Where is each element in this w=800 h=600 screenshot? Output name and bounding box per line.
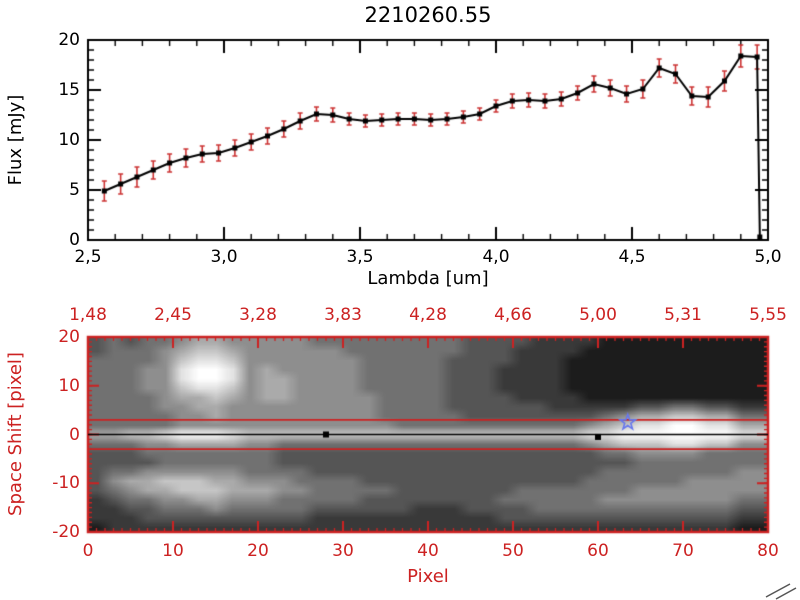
plot2-x-tick-60: 60	[587, 541, 609, 561]
plot2-y-tick-10: 10	[58, 376, 80, 396]
plot1-x-tick-4p5: 4,5	[618, 247, 646, 267]
plot1-x-tick-2p5: 2,5	[74, 247, 102, 267]
plot2-x-tick-70: 70	[672, 541, 694, 561]
plot2-top-tick-6: 5,00	[579, 305, 617, 325]
plot2-top-tick-0: 1,48	[69, 305, 107, 325]
plot1-y-tick-5: 5	[69, 180, 80, 200]
plot2-top-tick-3: 3,83	[324, 305, 362, 325]
plot2-top-tick-8: 5,55	[749, 305, 787, 325]
plot1-x-tick-5p0: 5,0	[754, 247, 782, 267]
plot2-x-tick-80: 80	[757, 541, 779, 561]
plot1-x-tick-3p0: 3,0	[210, 247, 238, 267]
plot1-y-tick-10: 10	[58, 130, 80, 150]
plot1-ylabel: Flux [mJy]	[5, 94, 26, 186]
plot1-y-tick-0: 0	[69, 230, 80, 250]
plot1-xlabel: Lambda [um]	[367, 268, 489, 289]
plot2-y-tick-m10: -10	[52, 473, 80, 493]
plot1-x-tick-4p0: 4,0	[482, 247, 510, 267]
plot2-top-tick-4: 4,28	[409, 305, 447, 325]
plot1-title: 2210260.55	[364, 3, 492, 27]
plot2-y-tick-m20: -20	[52, 522, 80, 542]
plot1-x-tick-3p5: 3,5	[346, 247, 374, 267]
plot2-x-tick-40: 40	[417, 541, 439, 561]
page-corner-mark	[765, 583, 797, 600]
plot1-y-tick-15: 15	[58, 80, 80, 100]
plot1-y-tick-20: 20	[58, 30, 80, 50]
plot2-x-tick-10: 10	[162, 541, 184, 561]
plot2-x-tick-50: 50	[502, 541, 524, 561]
plot2-x-tick-20: 20	[247, 541, 269, 561]
plot2-x-tick-30: 30	[332, 541, 354, 561]
plot2-top-tick-7: 5,31	[664, 305, 702, 325]
plot2-top-tick-5: 4,66	[494, 305, 532, 325]
plot2-y-tick-0: 0	[69, 425, 80, 445]
plot2-top-tick-1: 2,45	[154, 305, 192, 325]
plot2-y-tick-20: 20	[58, 327, 80, 347]
plot2-x-tick-0: 0	[82, 541, 94, 561]
plot2-xlabel: Pixel	[407, 566, 449, 587]
plot2-top-tick-2: 3,28	[239, 305, 277, 325]
plot2-ylabel: Space Shift [pixel]	[5, 352, 26, 516]
